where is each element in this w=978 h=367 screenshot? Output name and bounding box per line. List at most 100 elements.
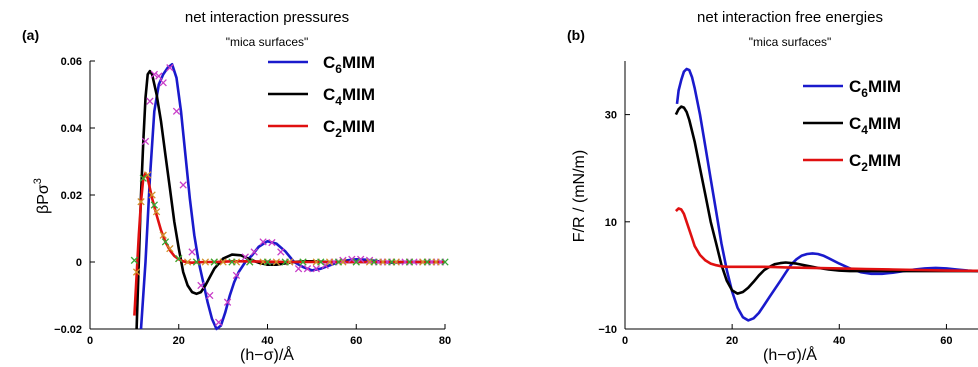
panel-1-data-marker-3 — [130, 256, 139, 264]
panel-1-data-marker-1 — [232, 271, 241, 280]
panel-1-data-marker-3 — [405, 258, 414, 266]
panel-1-subtitle: "mica surfaces" — [226, 35, 309, 49]
panel-2-x-tick-label: 20 — [726, 335, 738, 347]
panel-2-title: net interaction free energies — [697, 9, 883, 26]
panel-1-data-marker-1 — [206, 291, 214, 300]
panel-1-legend-label-1: C6MIM — [323, 53, 375, 76]
panel-1-data-marker-2 — [272, 258, 281, 266]
panel-2-x-tick-label: 60 — [940, 335, 952, 347]
panel-1-data-marker-3 — [192, 258, 201, 266]
panel-2-x-axis-label: (h−σ)/Å — [763, 345, 817, 364]
panel-1-data-marker-3 — [281, 258, 289, 266]
panel-1-y-tick-label: 0 — [76, 257, 82, 269]
panel-1-data-marker-1 — [159, 79, 167, 87]
panel-1-data-marker-2 — [219, 258, 227, 266]
panel-1-data-marker-3 — [263, 258, 272, 266]
panel-2-y-axis-label: F/R / (mN/m) — [571, 150, 588, 242]
panel-1-data-marker-3 — [161, 238, 170, 246]
panel-1-data-marker-1 — [172, 107, 181, 115]
panel-1-data-marker-3 — [150, 201, 159, 209]
panel-1-data-marker-1 — [357, 255, 365, 263]
panel-2-x-tick-label: 40 — [833, 335, 845, 347]
panel-1-data-marker-1 — [188, 248, 196, 256]
panel-1-data-marker-1 — [141, 137, 150, 146]
panel-1-data-marker-1 — [179, 181, 187, 189]
panel-2-legend-label-2: C4MIM — [849, 114, 901, 137]
panel-1-data-marker-1 — [268, 238, 276, 247]
panel-1-data-marker-2 — [144, 171, 152, 179]
panel-1-title: net interaction pressures — [185, 9, 349, 26]
panel-1-data-marker-3 — [423, 258, 431, 266]
panel-2-legend-label-3: C2MIM — [849, 151, 901, 174]
panel-1-data-marker-3 — [352, 258, 360, 266]
panel-2-series-line-c6mim — [675, 67, 978, 322]
panel-1-x-tick-label: 80 — [439, 335, 451, 347]
panel-2-panel-label: (b) — [567, 27, 585, 43]
panel-2-y-tick-label: 10 — [605, 217, 617, 229]
panel-1-data-marker-2 — [166, 244, 174, 253]
panel-1-y-tick-label: 0.02 — [61, 190, 82, 202]
panel-1-data-marker-1 — [150, 70, 159, 79]
panel-1-panel-label: (a) — [22, 27, 39, 43]
panel-1-data-marker-2 — [201, 258, 210, 266]
panel-1-data-marker-3 — [317, 258, 325, 266]
panel-1-data-marker-2 — [379, 258, 387, 266]
panel-2-y-tick-label: −10 — [598, 324, 617, 336]
panel-1-data-marker-2 — [152, 208, 161, 216]
panel-1-series-line-c2mim — [133, 171, 445, 316]
panel-2-subtitle: "mica surfaces" — [749, 35, 832, 49]
panel-2-series-line-c4mim — [674, 105, 978, 295]
panel-1-series-line-c6mim — [139, 63, 445, 331]
panel-1-data-marker-1 — [259, 238, 267, 246]
panel-1-y-tick-label: 0.04 — [61, 123, 83, 135]
panel-1-data-marker-1 — [146, 97, 154, 105]
panel-1-data-marker-3 — [334, 258, 343, 266]
panel-1-data-marker-1 — [303, 265, 312, 273]
panel-1-y-tick-label: −0.02 — [54, 324, 82, 336]
panel-1-data-marker-2 — [325, 258, 334, 266]
panel-1-data-marker-3 — [299, 258, 307, 266]
panel-1-series-line-c4mim — [135, 69, 445, 330]
panel-2-series-line-c2mim — [674, 207, 978, 273]
panel-1-data-marker-2 — [137, 198, 145, 206]
panel-2-x-tick-label: 0 — [622, 335, 628, 347]
panel-2-legend-label-1: C6MIM — [849, 77, 901, 100]
panel-1-data-marker-3 — [370, 258, 378, 266]
panel-1-data-marker-3 — [246, 258, 254, 266]
panel-1-data-marker-1 — [321, 261, 329, 270]
panel-1-data-marker-3 — [388, 258, 396, 266]
panel-1-y-tick-label: 0.06 — [61, 56, 82, 68]
panel-1-x-tick-label: 0 — [87, 335, 93, 347]
panel-1-legend-label-2: C4MIM — [323, 85, 375, 108]
panel-1-data-marker-1 — [312, 265, 320, 273]
panel-1-data-marker-1 — [223, 298, 232, 306]
panel-1-data-marker-1 — [215, 318, 223, 326]
panel-1-data-marker-1 — [294, 265, 303, 273]
panel-1-x-tick-label: 40 — [261, 335, 273, 347]
panel-1-x-tick-label: 20 — [173, 335, 185, 347]
panel-1-data-marker-1 — [348, 255, 356, 263]
panel-1-legend-label-3: C2MIM — [323, 117, 375, 140]
panel-1-x-tick-label: 60 — [350, 335, 362, 347]
panel-1-data-marker-1 — [277, 248, 285, 256]
panel-1-data-marker-3 — [228, 258, 236, 266]
panel-1-data-marker-2 — [432, 258, 440, 266]
panel-1-data-marker-2 — [159, 231, 167, 239]
panel-1-data-marker-1 — [365, 256, 374, 264]
panel-1-data-marker-1 — [155, 72, 163, 80]
panel-1-data-marker-1 — [250, 248, 258, 256]
panel-1-data-marker-2 — [132, 268, 141, 276]
panel-1-data-marker-3 — [441, 258, 449, 266]
panel-1-data-marker-3 — [139, 174, 147, 182]
panel-1-data-marker-2 — [148, 191, 156, 199]
panel-1-data-marker-3 — [175, 254, 183, 263]
panel-1-x-axis-label: (h−σ)/Å — [240, 345, 294, 364]
panel-1-data-marker-1 — [339, 256, 347, 264]
panel-1-y-axis-label: βPσ3 — [32, 178, 52, 214]
panel-1-data-marker-2 — [183, 258, 192, 266]
panel-1-data-marker-1 — [166, 64, 174, 72]
panel-1-data-marker-1 — [197, 281, 205, 290]
panel-1-data-marker-3 — [210, 258, 218, 266]
panel-2-y-tick-label: 30 — [605, 110, 617, 122]
